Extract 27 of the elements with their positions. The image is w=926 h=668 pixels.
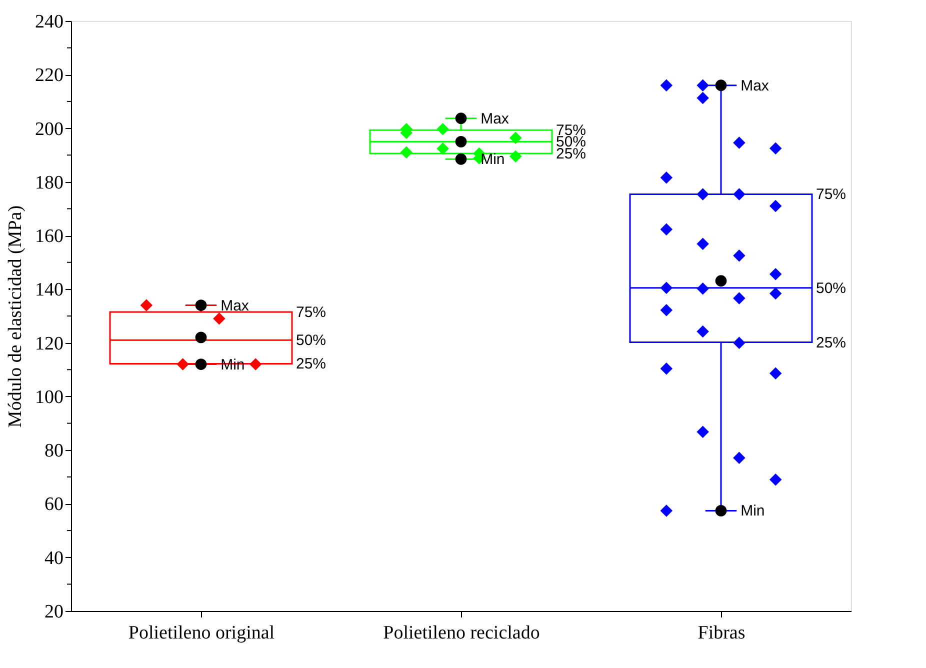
y-tick-label: 200 [35,118,64,140]
x-tick-label: Polietileno original [128,622,275,644]
y-tick-label: 20 [44,602,64,622]
y-tick-label: 120 [35,333,64,354]
y-tick-label: 220 [35,65,64,86]
y-tick-label: 180 [35,172,64,194]
annotation: 50% [816,280,846,297]
annotation: Max [740,77,770,94]
annotation: 75% [816,186,846,204]
x-tick-label: Fibras [698,622,746,644]
y-axis-title: Módulo de elasticidad (MPa) [5,205,26,428]
annotation: 75% [296,304,326,321]
annotation: 25% [816,334,846,352]
annotation: Min [480,151,505,168]
annotation: Min [740,502,765,520]
y-tick-label: 100 [35,386,64,408]
y-tick-label: 160 [35,226,64,248]
annotation: 50% [296,332,326,350]
y-tick-label: 40 [44,548,64,569]
y-tick-label: 60 [44,494,64,516]
annotation: 25% [296,356,326,373]
y-tick-label: 140 [35,280,64,301]
annotation: Max [480,110,510,128]
annotation: Max [220,297,250,314]
y-tick-label: 80 [44,440,64,462]
x-tick-label: Polietileno reciclado [383,622,540,644]
y-tick-label: 240 [35,12,64,32]
